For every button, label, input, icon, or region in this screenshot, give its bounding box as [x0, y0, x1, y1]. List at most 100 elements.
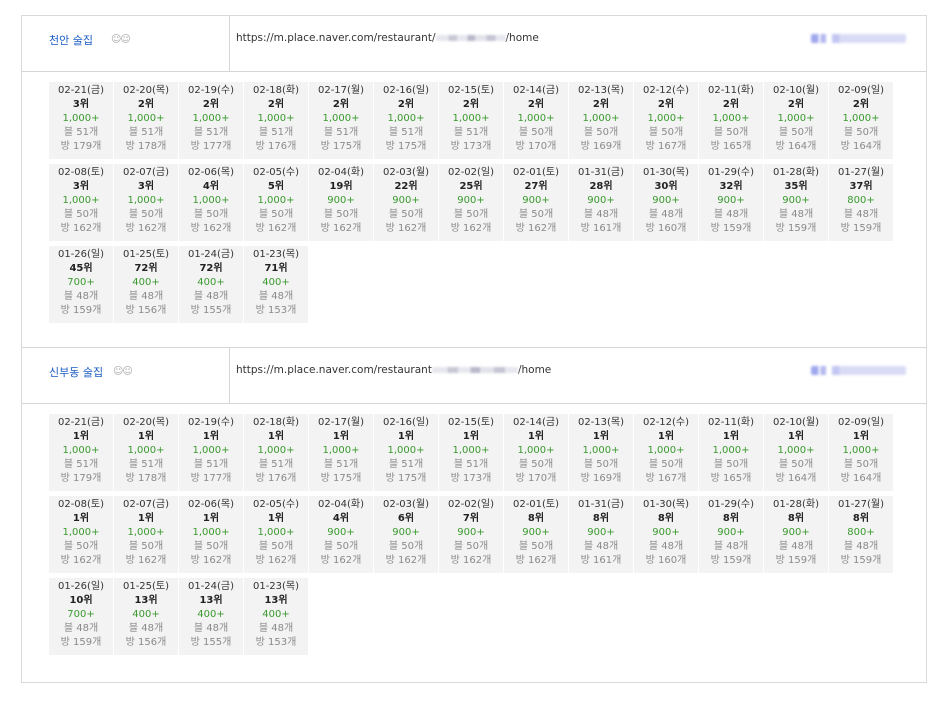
date-label: 02-12(수) [642, 85, 690, 96]
date-label: 01-30(목) [642, 167, 690, 178]
rank-value: 1위 [722, 431, 740, 442]
rank-day-cell: 02-10(월) 1위 1,000+ 블 50개 방 164개 [764, 414, 828, 491]
count-value: 1,000+ [647, 113, 685, 124]
rank-value: 1위 [852, 431, 870, 442]
report-frame: 천안 술집 ☺☺ https://m.place.naver.com/restaur… [21, 15, 927, 683]
rank-day-cell: 02-08(토) 3위 1,000+ 블 50개 방 162개 [49, 164, 113, 241]
blog-review-count: 블 48개 [128, 623, 164, 634]
rank-day-cell: 02-07(금) 3위 1,000+ 블 50개 방 162개 [114, 164, 178, 241]
date-label: 01-27(월) [837, 499, 885, 510]
rank-value: 2위 [462, 99, 480, 110]
visitor-review-count: 방 162개 [125, 555, 167, 566]
blog-review-count: 블 50개 [843, 127, 879, 138]
visitor-review-count: 방 162개 [255, 555, 297, 566]
date-label: 02-16(일) [382, 85, 430, 96]
count-value: 1,000+ [712, 113, 750, 124]
place-title-cell: 신부동 술집 ☺☺ [22, 348, 230, 403]
blog-review-count: 블 50개 [518, 459, 554, 470]
rank-day-cell: 02-03(월) 22위 900+ 블 50개 방 162개 [374, 164, 438, 241]
rank-value: 72위 [199, 263, 223, 274]
date-label: 02-07(금) [122, 499, 170, 510]
redacted-user-info [811, 34, 906, 43]
url-suffix: /home [517, 364, 552, 376]
count-value: 400+ [197, 609, 225, 620]
count-value: 1,000+ [777, 445, 815, 456]
visitor-review-count: 방 165개 [710, 141, 752, 152]
date-label: 01-31(금) [577, 167, 625, 178]
count-value: 1,000+ [62, 195, 100, 206]
blog-review-count: 블 51개 [128, 459, 164, 470]
visitor-review-count: 방 176개 [255, 141, 297, 152]
section-divider [22, 347, 926, 348]
visitor-review-count: 방 162개 [450, 555, 492, 566]
date-label: 02-05(수) [252, 167, 300, 178]
blog-review-count: 블 51개 [63, 459, 99, 470]
rank-day-cell: 02-18(화) 1위 1,000+ 블 51개 방 176개 [244, 414, 308, 491]
count-value: 900+ [327, 195, 355, 206]
rank-value: 8위 [852, 513, 870, 524]
date-label: 02-04(화) [317, 499, 365, 510]
date-label: 02-13(목) [577, 417, 625, 428]
rank-value: 1위 [137, 431, 155, 442]
count-value: 900+ [717, 195, 745, 206]
place-name-link[interactable]: 신부동 술집 [49, 366, 104, 379]
count-value: 1,000+ [387, 113, 425, 124]
visitor-review-count: 방 162개 [515, 555, 557, 566]
date-label: 02-19(수) [187, 417, 235, 428]
visitor-review-count: 방 167개 [645, 141, 687, 152]
rank-day-cell: 02-11(화) 2위 1,000+ 블 50개 방 165개 [699, 82, 763, 159]
date-label: 02-01(토) [512, 499, 560, 510]
rank-day-cell: 02-21(금) 1위 1,000+ 블 51개 방 179개 [49, 414, 113, 491]
place-url[interactable]: https://m.place.naver.com/restaurant/hom… [236, 364, 551, 376]
rank-day-cell: 02-06(목) 1위 1,000+ 블 50개 방 162개 [179, 496, 243, 573]
rank-day-cell: 02-07(금) 1위 1,000+ 블 50개 방 162개 [114, 496, 178, 573]
count-value: 1,000+ [192, 113, 230, 124]
rank-day-cell: 02-20(목) 2위 1,000+ 블 51개 방 178개 [114, 82, 178, 159]
rank-value: 1위 [332, 431, 350, 442]
date-label: 02-09(일) [837, 417, 885, 428]
date-label: 02-15(토) [447, 85, 495, 96]
blog-review-count: 블 51개 [128, 127, 164, 138]
rank-value: 19위 [329, 181, 353, 192]
count-value: 1,000+ [257, 195, 295, 206]
rank-day-cell: 02-18(화) 2위 1,000+ 블 51개 방 176개 [244, 82, 308, 159]
place-url[interactable]: https://m.place.naver.com/restaurant/ /ho… [236, 32, 539, 44]
rank-value: 13위 [199, 595, 223, 606]
rank-value: 2위 [592, 99, 610, 110]
rank-day-cell: 02-02(일) 25위 900+ 블 50개 방 162개 [439, 164, 503, 241]
blog-review-count: 블 48개 [583, 209, 619, 220]
visitor-review-count: 방 153개 [255, 305, 297, 316]
blog-review-count: 블 48개 [778, 541, 814, 552]
rank-value: 37위 [849, 181, 873, 192]
blog-review-count: 블 48개 [63, 291, 99, 302]
rank-day-cell: 02-13(목) 2위 1,000+ 블 50개 방 169개 [569, 82, 633, 159]
blog-review-count: 블 48개 [193, 623, 229, 634]
rank-value: 1위 [267, 431, 285, 442]
count-value: 1,000+ [842, 445, 880, 456]
rank-value: 1위 [137, 513, 155, 524]
count-value: 1,000+ [517, 445, 555, 456]
count-value: 900+ [457, 195, 485, 206]
blog-review-count: 블 48개 [648, 541, 684, 552]
rank-value: 1위 [72, 431, 90, 442]
visitor-review-count: 방 159개 [840, 555, 882, 566]
date-label: 01-25(토) [122, 581, 170, 592]
count-value: 1,000+ [582, 113, 620, 124]
rank-value: 1위 [267, 513, 285, 524]
place-name-link[interactable]: 천안 술집 [49, 34, 93, 47]
visitor-review-count: 방 153개 [255, 637, 297, 648]
count-value: 1,000+ [842, 113, 880, 124]
date-label: 02-17(월) [317, 85, 365, 96]
count-value: 1,000+ [777, 113, 815, 124]
blog-review-count: 블 48개 [63, 623, 99, 634]
rank-value: 1위 [397, 431, 415, 442]
rank-value: 1위 [657, 431, 675, 442]
count-value: 900+ [327, 527, 355, 538]
blog-review-count: 블 50개 [453, 209, 489, 220]
rank-day-cell: 02-06(목) 4위 1,000+ 블 50개 방 162개 [179, 164, 243, 241]
rank-day-cell: 02-10(월) 2위 1,000+ 블 50개 방 164개 [764, 82, 828, 159]
blog-review-count: 블 48개 [193, 291, 229, 302]
date-label: 02-05(수) [252, 499, 300, 510]
date-label: 01-31(금) [577, 499, 625, 510]
count-value: 400+ [262, 609, 290, 620]
